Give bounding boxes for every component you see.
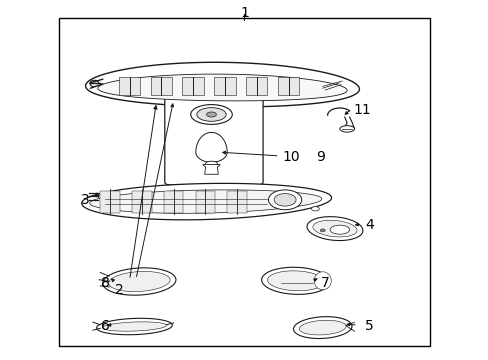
Text: 5: 5 — [364, 319, 373, 333]
Polygon shape — [299, 320, 346, 335]
Bar — [59, 18, 429, 346]
Bar — [163, 191, 183, 213]
Polygon shape — [81, 183, 331, 220]
Bar — [100, 191, 120, 213]
Polygon shape — [293, 317, 351, 338]
Ellipse shape — [313, 272, 331, 290]
Ellipse shape — [196, 108, 225, 121]
Ellipse shape — [205, 161, 217, 167]
Text: 2: 2 — [115, 283, 124, 297]
FancyBboxPatch shape — [164, 94, 263, 185]
Text: 10: 10 — [282, 150, 299, 163]
Polygon shape — [90, 190, 321, 213]
Ellipse shape — [206, 112, 216, 117]
Ellipse shape — [190, 104, 232, 125]
Polygon shape — [108, 271, 170, 292]
Bar — [245, 77, 267, 95]
Bar — [119, 77, 140, 95]
Bar — [227, 191, 246, 213]
Bar — [150, 77, 172, 95]
Polygon shape — [97, 318, 172, 335]
Text: 4: 4 — [364, 218, 373, 232]
Ellipse shape — [329, 225, 349, 234]
Bar — [182, 77, 203, 95]
Polygon shape — [102, 322, 166, 331]
Text: 8: 8 — [101, 276, 109, 289]
Polygon shape — [196, 132, 226, 162]
Ellipse shape — [273, 194, 295, 206]
Ellipse shape — [311, 207, 319, 211]
Text: 7: 7 — [320, 276, 329, 289]
Polygon shape — [312, 220, 356, 237]
Polygon shape — [98, 74, 346, 101]
Bar — [277, 77, 299, 95]
Polygon shape — [85, 62, 359, 107]
Ellipse shape — [339, 126, 354, 132]
Bar — [214, 77, 235, 95]
Text: 11: 11 — [352, 103, 370, 117]
Ellipse shape — [268, 190, 301, 210]
Ellipse shape — [320, 229, 325, 232]
Polygon shape — [102, 268, 176, 295]
Polygon shape — [202, 165, 220, 174]
Polygon shape — [306, 217, 362, 240]
Text: 6: 6 — [101, 319, 109, 333]
Text: 3: 3 — [81, 193, 90, 207]
Text: 9: 9 — [315, 150, 324, 163]
Polygon shape — [267, 271, 324, 291]
Bar — [132, 191, 151, 213]
Bar — [195, 191, 215, 213]
Ellipse shape — [203, 134, 219, 142]
Polygon shape — [261, 267, 329, 294]
Text: 1: 1 — [240, 6, 248, 19]
